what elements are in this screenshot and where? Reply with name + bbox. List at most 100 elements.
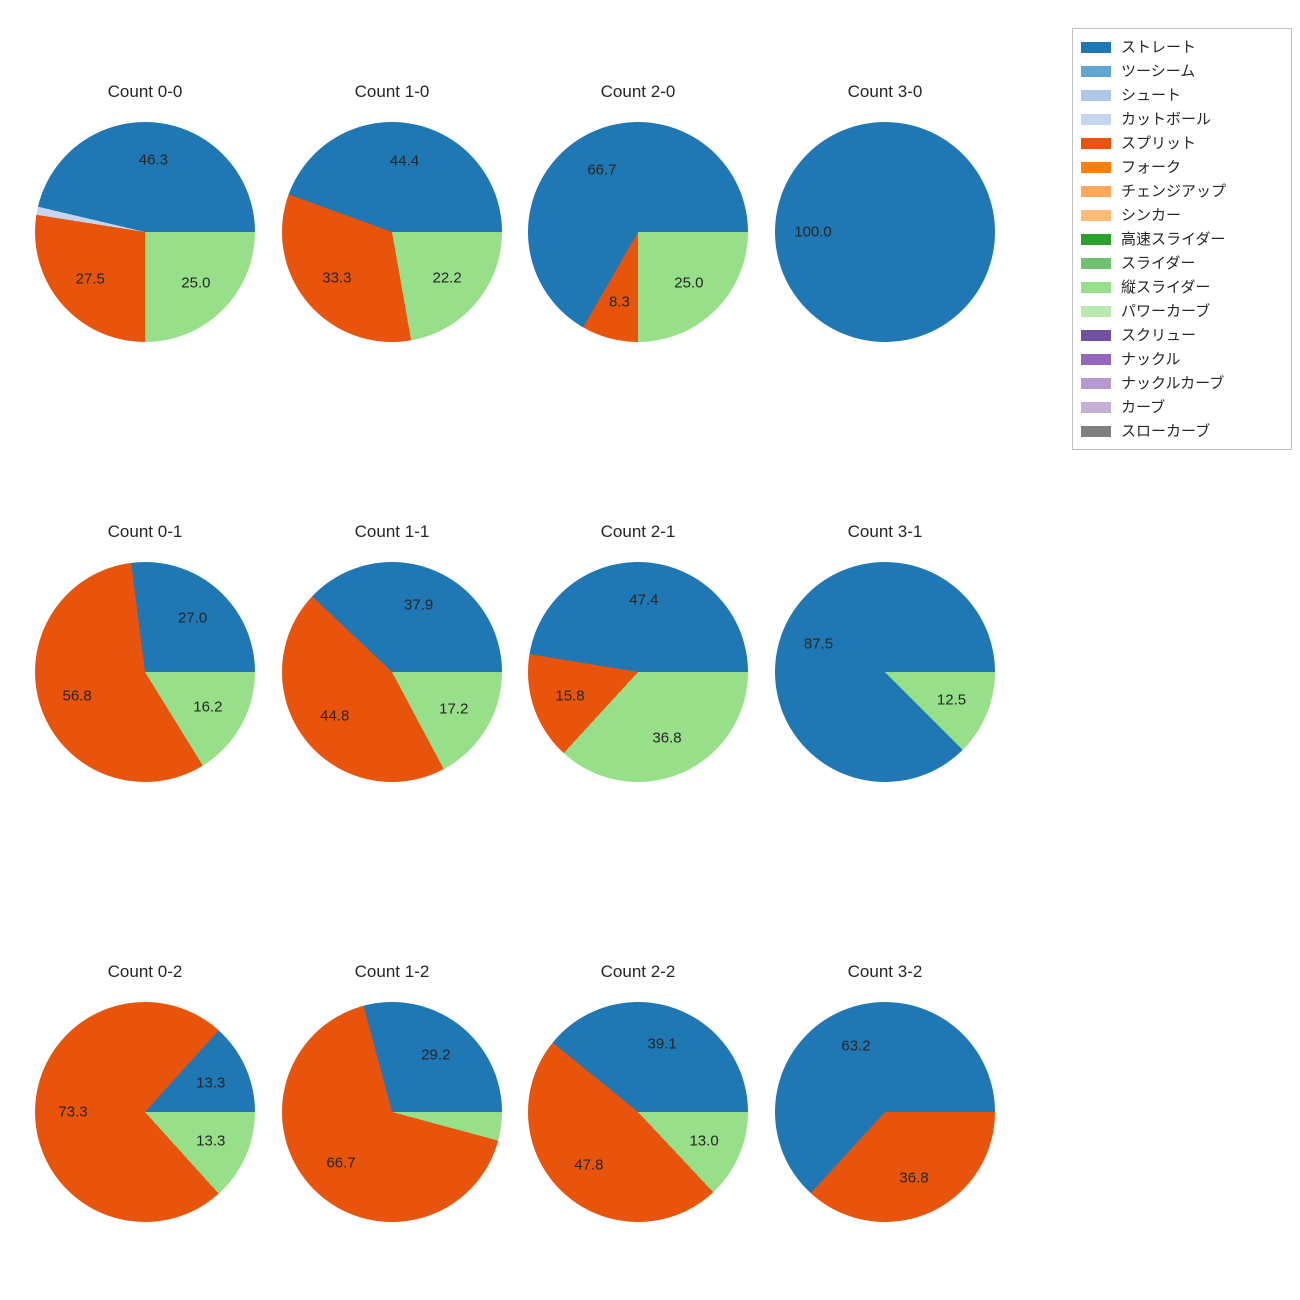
legend-item: スプリット <box>1081 131 1283 155</box>
legend-label: チェンジアップ <box>1121 184 1226 199</box>
pie-title: Count 2-2 <box>518 962 758 982</box>
legend-label: フォーク <box>1121 160 1181 175</box>
pie-chart <box>282 1002 502 1222</box>
legend-label: ナックルカーブ <box>1121 376 1224 391</box>
legend-label: 高速スライダー <box>1121 232 1225 247</box>
pie-title: Count 3-2 <box>765 962 1005 982</box>
pie-slice-label: 27.0 <box>178 609 207 626</box>
legend-swatch <box>1081 162 1111 173</box>
pie-slice-label: 15.8 <box>555 687 584 704</box>
legend-label: 縦スライダー <box>1121 280 1210 295</box>
legend-swatch <box>1081 114 1111 125</box>
legend-swatch <box>1081 186 1111 197</box>
pie-slice-label: 66.7 <box>587 161 616 178</box>
legend-item: ナックルカーブ <box>1081 371 1283 395</box>
legend-swatch <box>1081 426 1111 437</box>
pie-slice-label: 39.1 <box>647 1036 676 1053</box>
legend-label: ストレート <box>1121 40 1196 55</box>
pie-slice-label: 36.8 <box>899 1169 928 1186</box>
pie-slice-label: 22.2 <box>433 270 462 287</box>
legend-item: スクリュー <box>1081 323 1283 347</box>
pie-title: Count 1-1 <box>272 522 512 542</box>
pie-slice-label: 13.0 <box>689 1132 718 1149</box>
pie-title: Count 1-0 <box>272 82 512 102</box>
legend-label: ナックル <box>1121 352 1181 367</box>
pie-slice-label: 73.3 <box>58 1104 87 1121</box>
legend-item: スライダー <box>1081 251 1283 275</box>
legend-label: カットボール <box>1121 112 1211 127</box>
legend-swatch <box>1081 138 1111 149</box>
legend-swatch <box>1081 402 1111 413</box>
legend: ストレートツーシームシュートカットボールスプリットフォークチェンジアップシンカー… <box>1072 28 1292 450</box>
legend-item: シンカー <box>1081 203 1283 227</box>
pie-slice-label: 100.0 <box>794 224 832 241</box>
pie-slice-label: 44.8 <box>320 707 349 724</box>
legend-item: ツーシーム <box>1081 59 1283 83</box>
pie-slice-label: 47.8 <box>574 1156 603 1173</box>
legend-item: ストレート <box>1081 35 1283 59</box>
legend-item: カーブ <box>1081 395 1283 419</box>
pie-slice-label: 25.0 <box>674 274 703 291</box>
legend-swatch <box>1081 258 1111 269</box>
legend-swatch <box>1081 378 1111 389</box>
pie-slice-label: 12.5 <box>937 691 966 708</box>
pie-slice-label: 13.3 <box>196 1133 225 1150</box>
pie-slice-label: 56.8 <box>62 687 91 704</box>
legend-label: スプリット <box>1121 136 1196 151</box>
pie-slice-label: 29.2 <box>421 1046 450 1063</box>
legend-item: カットボール <box>1081 107 1283 131</box>
legend-swatch <box>1081 90 1111 101</box>
pie-slice-label: 16.2 <box>193 699 222 716</box>
pie-chart <box>282 562 502 782</box>
legend-item: ナックル <box>1081 347 1283 371</box>
pie-slice-label: 37.9 <box>404 597 433 614</box>
pie-slice-label: 44.4 <box>390 153 419 170</box>
pie-slice-label: 17.2 <box>439 701 468 718</box>
legend-swatch <box>1081 330 1111 341</box>
legend-item: シュート <box>1081 83 1283 107</box>
pie-slice-label: 46.3 <box>139 152 168 169</box>
pie-title: Count 0-1 <box>25 522 265 542</box>
pie-title: Count 3-0 <box>765 82 1005 102</box>
pie-title: Count 0-2 <box>25 962 265 982</box>
pie-title: Count 1-2 <box>272 962 512 982</box>
pie-title: Count 2-1 <box>518 522 758 542</box>
pie-slice-label: 63.2 <box>841 1038 870 1055</box>
legend-label: シュート <box>1121 88 1181 103</box>
legend-swatch <box>1081 354 1111 365</box>
pie-slice-label: 87.5 <box>804 636 833 653</box>
legend-item: チェンジアップ <box>1081 179 1283 203</box>
legend-swatch <box>1081 282 1111 293</box>
legend-label: スライダー <box>1121 256 1195 271</box>
pie-chart <box>528 1002 748 1222</box>
legend-label: スクリュー <box>1121 328 1196 343</box>
pie-slice-label: 33.3 <box>322 270 351 287</box>
pie-chart <box>775 562 995 782</box>
pie-slice-label: 13.3 <box>196 1074 225 1091</box>
pie-title: Count 2-0 <box>518 82 758 102</box>
chart-canvas: Count 0-0 46.3 27.5 25.0 Count 1-0 44.4 33.3 22… <box>0 0 1300 1300</box>
legend-swatch <box>1081 234 1111 245</box>
pie-chart <box>775 1002 995 1222</box>
legend-item: 高速スライダー <box>1081 227 1283 251</box>
legend-label: ツーシーム <box>1121 64 1195 79</box>
legend-item: 縦スライダー <box>1081 275 1283 299</box>
pie-slice-label: 66.7 <box>326 1154 355 1171</box>
legend-swatch <box>1081 42 1111 53</box>
legend-item: パワーカーブ <box>1081 299 1283 323</box>
pie-title: Count 0-0 <box>25 82 265 102</box>
pie-slice-label: 47.4 <box>629 592 658 609</box>
legend-item: フォーク <box>1081 155 1283 179</box>
legend-label: スローカーブ <box>1121 424 1210 439</box>
legend-swatch <box>1081 210 1111 221</box>
legend-swatch <box>1081 66 1111 77</box>
pie-title: Count 3-1 <box>765 522 1005 542</box>
legend-item: スローカーブ <box>1081 419 1283 443</box>
pie-slice-label: 8.3 <box>609 293 630 310</box>
pie-slice-label: 27.5 <box>76 270 105 287</box>
pie-slice-label: 36.8 <box>652 729 681 746</box>
pie-slice-label: 25.0 <box>181 274 210 291</box>
legend-label: シンカー <box>1121 208 1181 223</box>
legend-label: カーブ <box>1121 400 1165 415</box>
pie-chart <box>528 122 748 342</box>
